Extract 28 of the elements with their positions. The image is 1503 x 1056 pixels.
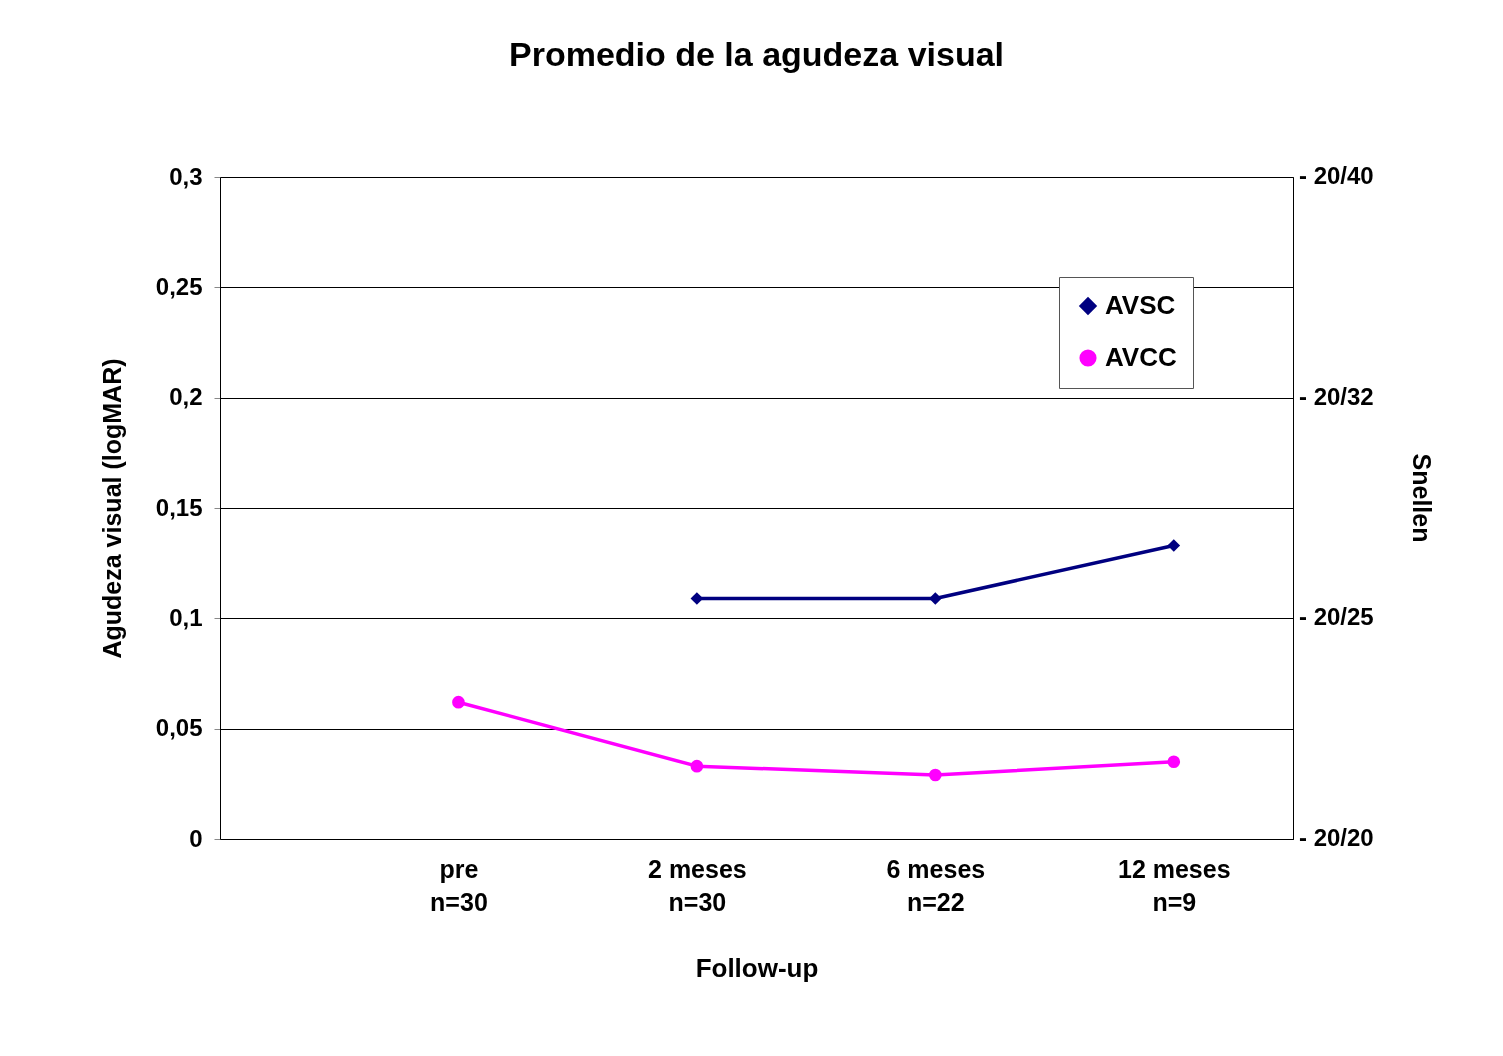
y2-axis-title: Snellen <box>1408 453 1436 543</box>
chart-title: Promedio de la agudeza visual <box>508 35 1005 73</box>
text: - 20/20 <box>1299 824 1374 851</box>
y-tick-label: 0,05 <box>155 714 203 742</box>
y-tick-label: 0,3 <box>169 162 203 190</box>
x-tick-label: pre n=30 <box>430 854 488 916</box>
y-tick-label: 0,15 <box>155 493 203 521</box>
y-tick-label: 0 <box>189 824 203 852</box>
point <box>929 768 942 782</box>
text: - 20/25 <box>1299 603 1374 631</box>
point <box>690 592 704 605</box>
point <box>690 759 704 773</box>
text: - 20/40 <box>1299 162 1374 189</box>
x-tick-label: 12 meses n=9 <box>1117 854 1231 916</box>
x-tick-label: 2 meses n=30 <box>648 854 747 916</box>
point <box>1167 755 1181 769</box>
legend-label: AVSC <box>1105 290 1176 320</box>
x-tick-label: 6 meses n=22 <box>886 854 986 916</box>
point <box>929 592 942 605</box>
point <box>452 695 465 709</box>
legend-label: AVCC <box>1105 342 1177 372</box>
y-tick-label: 0,25 <box>155 272 203 300</box>
y-axis-title: Agudeza visual (logMAR) <box>97 358 126 659</box>
point <box>1167 539 1181 552</box>
x-axis-title: Follow-up <box>695 952 819 983</box>
text: - 20/32 <box>1299 382 1374 410</box>
y-tick-label: 0,1 <box>169 603 203 631</box>
y-tick-label: 0,2 <box>169 383 203 411</box>
